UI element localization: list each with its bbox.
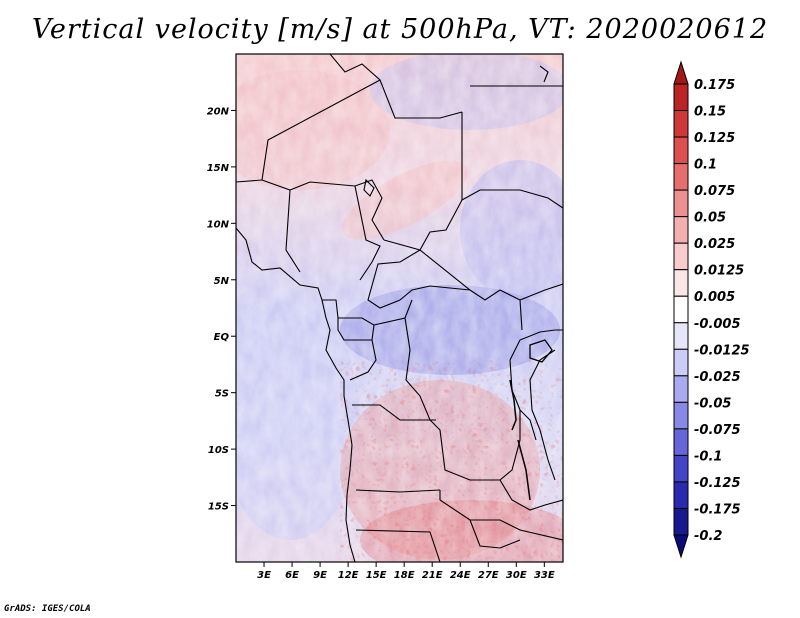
country-borders [236, 54, 563, 562]
lat-tick-label: EQ [214, 332, 230, 343]
colorbar: 0.175 0.15 0.125 0.1 0.075 0.05 0.025 0.0125 0.0… [673, 60, 750, 559]
lon-tick-label: 33E [534, 570, 555, 581]
lon-tick-label: 21E [422, 570, 443, 581]
lon-tick-label: 27E [478, 570, 499, 581]
colorbar-label: -0.125 [694, 476, 741, 491]
colorbar-label: -0.025 [694, 370, 741, 385]
lon-tick-label: 12E [338, 570, 359, 581]
map-title: Vertical velocity [m/s] at 500hPa, VT: 2… [31, 14, 769, 45]
colorbar-swatch [673, 454, 689, 483]
colorbar-label: 0.1 [694, 158, 717, 173]
colorbar-swatch [673, 189, 689, 218]
grads-credit: GrADS: IGES/COLA [4, 604, 91, 614]
colorbar-min-arrow [673, 534, 689, 559]
colorbar-swatch [673, 507, 689, 536]
lat-tick-label: 20N [207, 106, 230, 117]
lat-tick-label: 10S [208, 445, 229, 456]
colorbar-swatch [673, 428, 689, 456]
colorbar-swatch [673, 242, 689, 271]
colorbar-label: 0.075 [694, 184, 735, 199]
colorbar-swatch [673, 322, 689, 350]
colorbar-label: 0.005 [694, 290, 735, 305]
colorbar-swatch [673, 481, 689, 509]
colorbar-label: -0.05 [694, 396, 731, 411]
lat-tick-label: 5N [214, 276, 230, 287]
colorbar-swatch [673, 295, 689, 324]
colorbar-swatch [673, 401, 689, 430]
colorbar-label: 0.05 [694, 211, 726, 226]
colorbar-swatch [673, 269, 689, 297]
lon-tick-label: 6E [285, 570, 299, 581]
plot-frame [235, 53, 564, 563]
colorbar-swatch [673, 136, 689, 165]
colorbar-label: -0.005 [694, 317, 741, 332]
longitude-axis: 3E 6E 9E 12E 15E 18E 21E 24E 27E 30E 33E [257, 562, 555, 581]
lon-tick-label: 30E [506, 570, 527, 581]
lon-tick-label: 3E [257, 570, 271, 581]
colorbar-label: -0.0125 [694, 343, 750, 358]
lon-tick-label: 15E [366, 570, 387, 581]
colorbar-label: -0.1 [694, 449, 722, 464]
lat-tick-label: 15S [208, 502, 229, 513]
velocity-field [236, 54, 563, 562]
colorbar-label: 0.175 [694, 78, 735, 93]
colorbar-label: -0.2 [694, 529, 722, 544]
lon-tick-label: 18E [394, 570, 415, 581]
colorbar-swatch [673, 375, 689, 403]
colorbar-swatch [673, 216, 689, 244]
colorbar-swatch [673, 83, 689, 112]
lon-tick-label: 24E [450, 570, 471, 581]
lat-tick-label: 5S [215, 389, 229, 400]
colorbar-label: 0.025 [694, 237, 735, 252]
colorbar-label: 0.15 [694, 105, 726, 120]
lat-tick-label: 10N [207, 219, 230, 230]
colorbar-swatch [673, 163, 689, 191]
colorbar-label: 0.125 [694, 131, 735, 146]
latitude-axis: 20N 15N 10N 5N EQ 5S 10S 15S [207, 106, 236, 513]
lat-tick-label: 15N [207, 163, 230, 174]
colorbar-swatch [673, 110, 689, 138]
colorbar-label: -0.175 [694, 502, 741, 517]
lon-tick-label: 9E [313, 570, 327, 581]
colorbar-label: -0.075 [694, 423, 741, 438]
colorbar-max-arrow [673, 60, 689, 85]
colorbar-label: 0.0125 [694, 264, 744, 279]
colorbar-swatch [673, 348, 689, 377]
